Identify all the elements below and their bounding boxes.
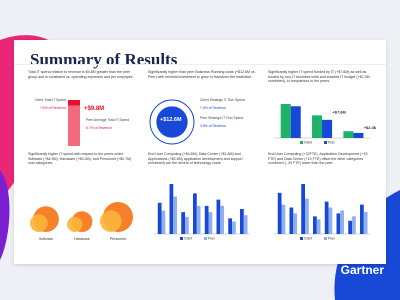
panel-text: End User Computing (+$4.6M), Data Center… xyxy=(148,152,243,166)
bar xyxy=(343,131,354,138)
panel-text: Significantly higher IT spend funded by … xyxy=(268,70,370,84)
bar xyxy=(290,106,301,138)
bar xyxy=(352,216,356,234)
delta: +$12.6M xyxy=(160,117,182,123)
bubble xyxy=(29,214,48,232)
legend-swatch xyxy=(324,237,327,240)
bar xyxy=(316,219,321,234)
title: Summary of Results xyxy=(30,50,178,69)
panel-chart: Client Peer xyxy=(274,184,370,241)
panel-chart: Client Peer xyxy=(154,184,250,241)
panel-text: End User Computing (+32FTE), Application… xyxy=(268,152,368,166)
bar xyxy=(204,205,209,234)
panel-text: Total IT spend relative to revenue is $9… xyxy=(28,70,134,79)
circle-label: Client Strategic IT Run Spend xyxy=(200,98,245,102)
bar xyxy=(161,210,166,234)
bar xyxy=(336,213,341,234)
bar xyxy=(305,198,309,234)
divider xyxy=(14,64,386,65)
bar-label: Client Total IT Spend xyxy=(34,98,66,102)
bar xyxy=(228,218,233,234)
panel-chart: Client Peer +$7.6M +$2.3M xyxy=(274,104,376,145)
bar xyxy=(157,202,162,234)
category-label: Personnel xyxy=(110,237,126,241)
bar xyxy=(312,115,323,138)
circle xyxy=(149,99,195,145)
bar xyxy=(313,216,317,234)
legend-label: Client xyxy=(304,237,312,241)
bar xyxy=(322,119,333,138)
bar xyxy=(216,199,221,234)
bar xyxy=(360,204,364,234)
panel-text: Significantly higher than peer Business … xyxy=(148,70,256,79)
category-label: Software xyxy=(39,237,53,241)
bar xyxy=(173,196,178,234)
delta: +$2.3M xyxy=(364,125,376,130)
bar xyxy=(289,207,294,234)
bar xyxy=(293,213,298,234)
legend-label: Client xyxy=(304,141,312,145)
panel-chart xyxy=(149,99,195,145)
bar xyxy=(169,184,174,234)
bar xyxy=(353,132,364,138)
legend-label: Peer xyxy=(328,237,336,241)
bar xyxy=(280,104,291,138)
legend-swatch xyxy=(300,237,303,240)
circle-label: Peer Strategic IT Run Spend xyxy=(200,116,244,120)
bar xyxy=(193,193,197,234)
bar xyxy=(340,210,345,234)
bar-note: 6.7% of Revenue xyxy=(86,126,113,130)
bar xyxy=(208,212,213,234)
circle-note: 7.5% of Revenue xyxy=(200,106,227,110)
delta: +$9.8M xyxy=(84,106,105,112)
bar xyxy=(363,211,368,234)
panel-chart: Software Hardware Personnel xyxy=(29,202,133,241)
bar xyxy=(185,216,189,234)
delta: +$7.6M xyxy=(332,109,346,114)
bar-label: Peer Average Total IT Spend xyxy=(86,118,130,122)
bar xyxy=(232,221,236,234)
legend-swatch xyxy=(324,141,327,144)
bar xyxy=(220,205,225,234)
bar xyxy=(301,184,306,234)
category-label: Hardware xyxy=(74,237,90,241)
legend-swatch xyxy=(204,237,207,240)
legend-label: Client xyxy=(184,237,192,241)
bar xyxy=(181,212,186,234)
legend-swatch xyxy=(300,141,303,144)
bar xyxy=(281,204,286,234)
legend-swatch xyxy=(180,237,183,240)
bubble xyxy=(99,210,122,232)
logo: Gartner xyxy=(340,263,384,277)
circle-note: 3.8% of Revenue xyxy=(200,124,227,128)
bar-note: 7.6% of Revenue xyxy=(39,106,66,110)
bubble xyxy=(67,216,83,232)
bar xyxy=(243,215,248,234)
legend-label: Peer xyxy=(328,141,336,145)
panel-chart xyxy=(68,100,80,146)
circle xyxy=(156,106,188,138)
panel-text: Significantly higher IT spend with respe… xyxy=(28,152,132,166)
bar xyxy=(348,220,353,234)
bar xyxy=(240,209,244,234)
bar xyxy=(68,105,80,146)
bar xyxy=(196,205,201,234)
legend-label: Peer xyxy=(208,237,216,241)
bar xyxy=(277,192,282,234)
bar xyxy=(328,207,333,234)
bar xyxy=(324,201,329,234)
